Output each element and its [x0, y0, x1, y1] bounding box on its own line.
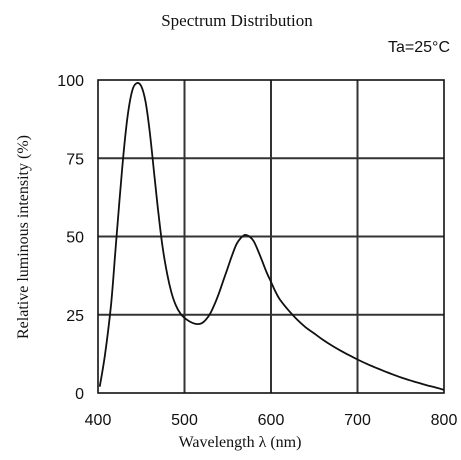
x-tick-label: 400	[85, 412, 112, 429]
x-tick-label: 500	[171, 412, 198, 429]
temperature-condition: Ta=25°C	[388, 39, 450, 56]
y-tick-label: 25	[66, 308, 84, 325]
y-tick-label: 0	[75, 386, 84, 403]
y-tick-label: 50	[66, 230, 84, 247]
tick-labels: 400 500 600 700 800 0 25 50 75 100	[57, 73, 457, 429]
y-tick-label: 100	[57, 73, 84, 90]
plot-frame	[97, 79, 445, 394]
grid	[98, 80, 444, 393]
x-tick-label: 600	[258, 412, 285, 429]
chart-title: Spectrum Distribution	[161, 11, 313, 30]
x-tick-label: 800	[431, 412, 458, 429]
y-tick-label: 75	[66, 151, 84, 168]
series-layer	[98, 82, 445, 391]
y-axis-label: Relative luminous intensity (%)	[15, 135, 32, 339]
spectrum-curve	[98, 82, 445, 391]
x-tick-label: 700	[344, 412, 371, 429]
x-axis-label: Wavelength λ (nm)	[179, 434, 302, 451]
